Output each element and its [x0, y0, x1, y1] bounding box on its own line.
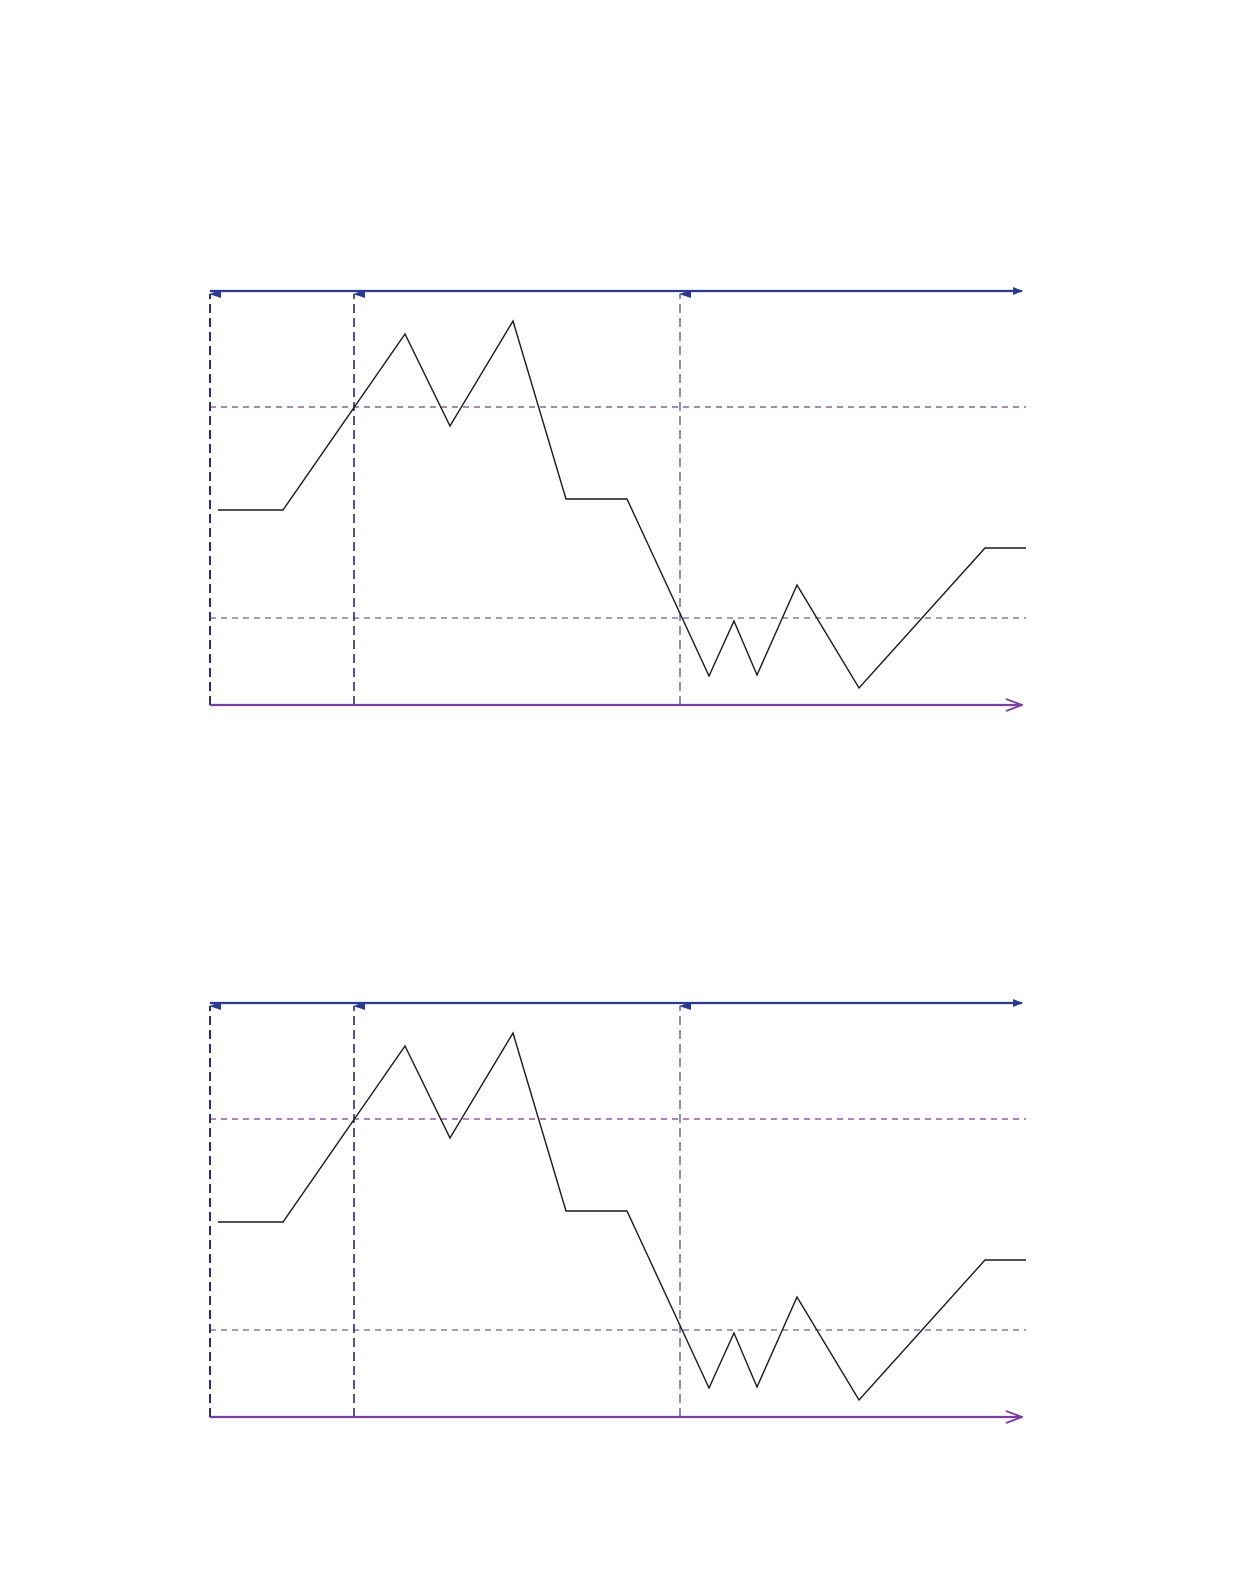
signal-line — [218, 319, 1026, 690]
panel-2 — [209, 999, 1026, 1417]
signal-line — [218, 1031, 1026, 1402]
panel-1 — [209, 287, 1026, 705]
